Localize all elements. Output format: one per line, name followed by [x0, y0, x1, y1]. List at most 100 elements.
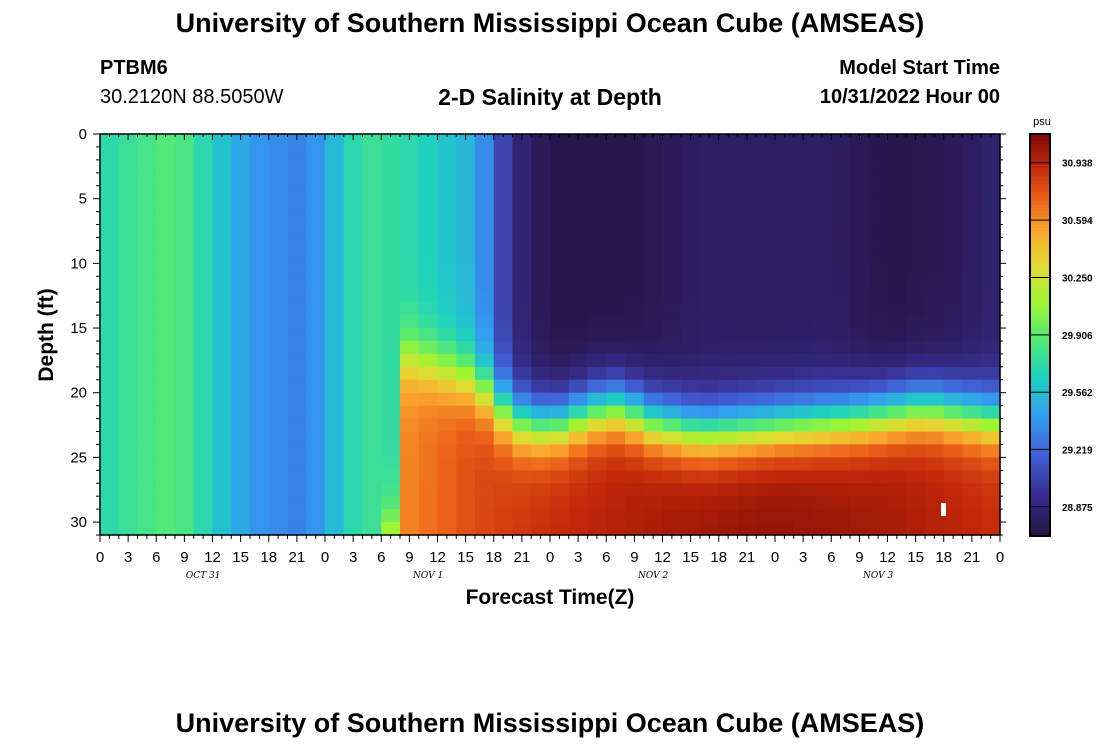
x-tick-label: 3: [124, 549, 132, 566]
heat-cell: [137, 431, 157, 446]
heat-cell: [362, 444, 382, 458]
heat-cell: [606, 250, 626, 264]
heat-cell: [287, 198, 307, 213]
heat-cell: [362, 418, 382, 433]
heat-cell: [362, 509, 382, 523]
heat-cell: [662, 405, 682, 420]
heat-cell: [212, 159, 232, 174]
heat-cell: [268, 457, 289, 471]
heat-cell: [268, 366, 289, 381]
heat-cell: [193, 379, 214, 394]
heat-cell: [531, 211, 551, 226]
heat-cell: [231, 302, 251, 316]
heat-cell: [456, 289, 476, 303]
heat-cell: [493, 289, 514, 303]
heat-cell: [775, 237, 795, 252]
colorbar-segment: [1030, 529, 1050, 534]
heat-cell: [475, 457, 495, 471]
heat-cell: [587, 224, 607, 239]
heat-cell: [550, 340, 570, 355]
heat-cell: [212, 470, 232, 484]
heat-cell: [381, 328, 401, 342]
heat-cell: [962, 483, 982, 497]
heat-cell: [306, 509, 326, 523]
x-tick-label: 9: [630, 549, 638, 566]
heat-cell: [643, 198, 664, 213]
heat-cell: [100, 263, 120, 277]
colorbar-tick-label: 30.938: [1062, 159, 1093, 170]
model-start-value: 10/31/2022 Hour 00: [819, 86, 1000, 108]
heat-cell: [662, 263, 682, 277]
heat-cell: [156, 263, 176, 277]
heat-cell: [943, 250, 964, 264]
heat-cell: [381, 496, 401, 510]
heat-cell: [456, 366, 476, 381]
heat-cell: [306, 198, 326, 213]
heat-cell: [737, 146, 757, 161]
heat-cell: [250, 353, 270, 368]
heat-cell: [868, 405, 889, 420]
heat-cell: [775, 405, 795, 420]
heat-cell: [606, 470, 626, 484]
heat-cell: [681, 198, 701, 213]
heat-cell: [493, 211, 514, 226]
heat-cell: [606, 483, 626, 497]
heat-cell: [868, 289, 889, 303]
heat-cell: [475, 276, 495, 290]
heat-cell: [175, 263, 195, 277]
heat-cell: [756, 496, 776, 510]
heat-cell: [756, 353, 776, 368]
heat-cell: [268, 353, 289, 368]
heat-cell: [175, 172, 195, 187]
heat-cell: [868, 263, 889, 277]
heat-cell: [850, 328, 870, 342]
heat-cell: [775, 276, 795, 290]
heat-cell: [512, 379, 532, 394]
heat-cell: [906, 457, 926, 471]
heat-cell: [362, 431, 382, 446]
heat-cell: [118, 457, 139, 471]
heat-cell: [250, 392, 270, 407]
colorbar-segment: [1030, 328, 1050, 333]
heat-cell: [437, 392, 457, 407]
heat-cell: [643, 172, 664, 187]
heat-cell: [925, 328, 945, 342]
heat-cell: [793, 250, 814, 264]
heat-cell: [231, 470, 251, 484]
heat-cell: [718, 250, 739, 264]
heat-cell: [531, 198, 551, 213]
heat-cell: [306, 444, 326, 458]
heat-cell: [625, 134, 645, 148]
heat-cell: [887, 328, 907, 342]
heat-cell: [868, 302, 889, 316]
heat-cell: [493, 146, 514, 161]
colorbar-segment: [1030, 455, 1050, 460]
heat-cell: [287, 392, 307, 407]
heat-cell: [568, 276, 589, 290]
heat-cell: [625, 328, 645, 342]
heat-cell: [868, 315, 889, 329]
heat-cell: [793, 392, 814, 407]
heat-cell: [475, 405, 495, 420]
heat-cell: [850, 211, 870, 226]
heat-cell: [231, 185, 251, 200]
x-tick-label: 0: [96, 549, 104, 566]
heat-cell: [700, 431, 720, 446]
heat-cell: [793, 366, 814, 381]
heat-cell: [362, 379, 382, 394]
heat-cell: [325, 470, 345, 484]
heat-cell: [137, 315, 157, 329]
heat-cell: [512, 211, 532, 226]
heat-cell: [906, 509, 926, 523]
heat-cell: [400, 185, 420, 200]
heat-cell: [118, 483, 139, 497]
heat-cell: [737, 366, 757, 381]
heat-cell: [268, 134, 289, 148]
heat-cell: [381, 185, 401, 200]
heat-cell: [625, 470, 645, 484]
heat-cell: [737, 250, 757, 264]
heat-cell: [868, 146, 889, 161]
heat-cell: [850, 418, 870, 433]
heat-cell: [231, 263, 251, 277]
heat-cell: [850, 509, 870, 523]
